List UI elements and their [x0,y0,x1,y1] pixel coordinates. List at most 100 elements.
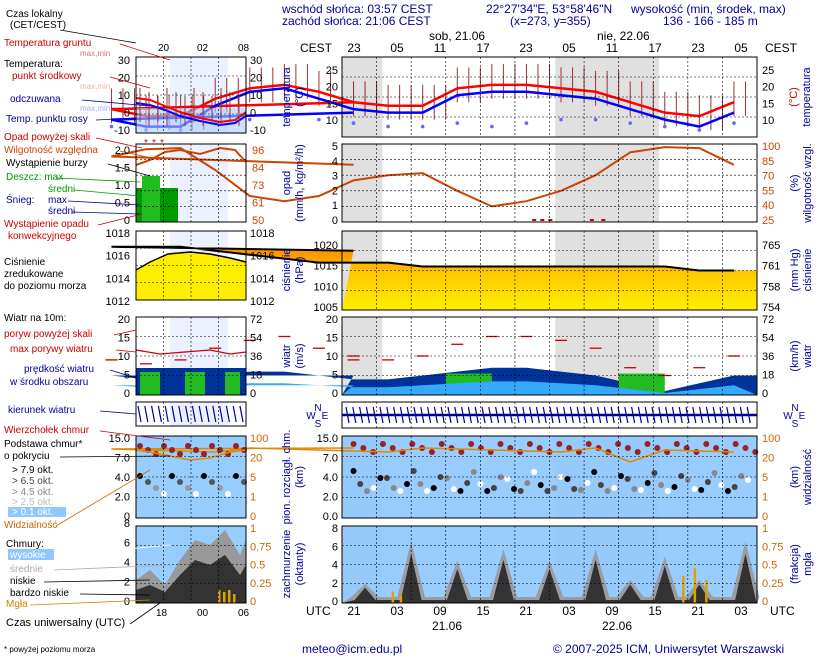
mini-oct-tick: 4 [124,557,130,569]
cloud-top-dot [556,441,563,447]
coverage-mid-clouds [342,541,760,603]
mini-dir-arrow [151,405,156,423]
legend-w-srodku: w środku obszaru [9,377,88,388]
top-hour-label: 11 [606,41,619,55]
fog-bar-4 [705,579,708,603]
fog-bar-1 [399,595,403,603]
mini-bottom-hour-2: 00 [197,608,209,619]
main-fog-tick: 0.75 [762,541,783,553]
dir-arrow [420,406,425,424]
cloud-base-dot [424,488,431,494]
mini-wind-ms-tick: 20 [118,314,130,326]
compass-n-r: N [791,403,798,414]
axis-title-23: (frakcja) [789,544,801,584]
cloud-base-dot [437,474,444,480]
legend-cisnienie: Ciśnienie [4,257,46,268]
legend-snieg-max: max [48,195,67,206]
legend: Czas lokalny (CET/CEST) Temperatura grun… [4,9,125,629]
main-precip-tick: 3 [332,171,338,183]
cloud-base-dot [357,481,364,487]
dewpoint-dot [490,124,494,129]
mini-pressure-tick-r: 1018 [250,228,274,240]
axis-title-9: (hPa) [294,257,306,284]
cloud-base-dot [457,488,464,494]
main-cloud-tick: 15.0 [317,433,338,445]
mini-fog-bar-1 [223,592,226,603]
cloud-top-dot [703,441,710,447]
dir-arrow [501,406,506,424]
dir-arrow [393,406,398,424]
dir-arrow [542,406,547,424]
axis-title-10: ciśnienie [802,249,814,292]
cloud-base-dot [698,487,705,493]
day2-label: nie, 22.06 [597,29,650,43]
cloud-base-dot [470,469,477,475]
main-wind-kmh-tick: 36 [762,351,774,363]
legend-wierzcholek: Wierzchołek chmur [4,425,90,436]
legend-leader-23 [79,593,151,596]
mini-cloud-tick: 4.0 [115,472,130,484]
date1-label: 21.06 [432,619,462,633]
cloud-base-dot [651,470,658,476]
main-precip-tick: 5 [332,141,338,153]
legend-max-porywy: max porywy wiatru [10,344,93,355]
main-humidity-tick: 55 [762,185,774,197]
dewpoint-dot [247,117,252,122]
mini-cloud-top-dot [185,443,191,449]
main-wind-ms-tick: 20 [326,314,338,326]
mini-dir-arrow [191,405,196,423]
mini-wind-ms-tick: 0 [124,388,130,400]
mini-cloud-top-dot [233,443,239,449]
main-wind-kmh-tick: 0 [762,388,768,400]
mini-pressure-line [135,251,247,271]
main-dir-frame [341,401,758,429]
main-wind-ms-tick: 15 [326,333,338,345]
legend-deszcz-max: Deszcz: max [6,172,63,183]
mini-temp-tick-l: -10 [114,125,130,137]
mini-temp-tick-r: 0 [250,108,256,120]
cloud-top-dot [389,445,396,451]
dir-arrow [481,406,486,424]
dir-arrow [495,406,500,424]
mini-cloud-base-dot [201,473,207,479]
altitude-title: wysokość (min, środek, max) [630,2,786,16]
dewpoint-dot [351,121,356,125]
legend-okt-79: > 7.9 okt. [12,465,53,476]
cloud-base-dot [745,477,752,483]
legend-zredukowane: zredukowane [4,269,64,280]
main-cloud-frame [341,435,758,519]
mini-axes: 20 02 08 18 00 06 [156,43,250,619]
footer-email[interactable]: meteo@icm.edu.pl [302,642,402,656]
dir-arrow [406,406,411,424]
mini-humidity-tick: 50 [252,215,264,227]
main-cov-frame [341,525,758,604]
main-mmhg-tick: 754 [762,302,780,314]
mini-wind-kmh-tick: 54 [250,333,262,345]
legend-mgla: Mgła [6,599,28,610]
top-cest-label: CEST [300,41,333,55]
mini-fog-tick: 0.75 [250,541,271,553]
mini-wind-kmh-tick: 36 [250,351,262,363]
dir-arrow [617,406,622,424]
legend-bardzo-niskie: bardzo niskie [10,588,69,599]
main-humidity-tick: 25 [762,215,774,227]
main-wind-kmh-tick: 54 [762,333,774,345]
mini-fog-tick: 0.25 [250,578,271,590]
mini-top-hour-1: 20 [158,43,170,54]
mini-press-frame [135,230,247,301]
legend-leader-12 [97,213,143,226]
legend-deszcz-sredni: średni [48,184,75,195]
dir-arrow [461,406,466,424]
mini-oct-tick: 6 [124,538,130,550]
mini-fog-bar-2 [228,590,231,603]
cloud-base-dot [571,486,578,492]
legend-leader-8 [55,177,141,183]
cloud-base-dot [664,488,671,494]
mini-cloud-top-dot [169,447,175,453]
dir-arrow [671,406,676,424]
dir-arrow [590,406,595,424]
mini-bottom-hour-1: 18 [156,608,168,619]
cloud-base-dot [370,485,377,491]
main-humidity-tick: 85 [762,156,774,168]
